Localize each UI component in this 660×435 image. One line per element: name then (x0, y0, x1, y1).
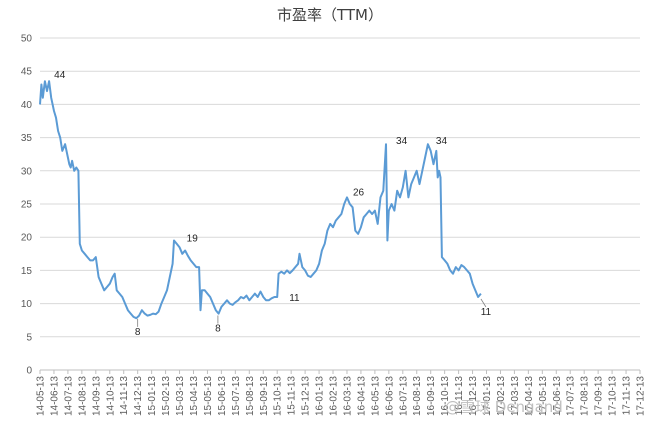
pe-series-line (39, 80, 482, 320)
x-tick-label: 17-04-13 (524, 376, 535, 416)
x-tick-label: 17-03-13 (510, 376, 521, 416)
data-label: 11 (481, 307, 492, 318)
x-tick-label: 15-07-13 (231, 376, 242, 416)
x-tick-label: 16-11-13 (454, 376, 465, 416)
x-tick-label: 16-10-13 (440, 376, 451, 416)
x-tick-label: 14-06-13 (49, 376, 60, 416)
x-tick-label: 16-05-13 (370, 376, 381, 416)
x-tick-label: 15-04-13 (189, 376, 200, 416)
x-tick-label: 16-09-13 (426, 376, 437, 416)
data-label: 19 (187, 234, 199, 245)
data-label: 11 (289, 293, 300, 304)
x-tick-label: 15-01-13 (147, 376, 158, 416)
y-tick-label: 30 (21, 166, 33, 177)
x-tick-label: 15-09-13 (259, 376, 270, 416)
x-tick-label: 17-01-13 (482, 376, 493, 416)
y-tick-label: 45 (21, 67, 33, 78)
watermark: @雪球 Dengand (445, 398, 563, 416)
x-tick-label: 14-09-13 (91, 376, 102, 416)
data-label: 44 (54, 70, 66, 81)
x-axis-ticks: 14-05-13 14-06-13 14-07-13 14-08-13 14-09-13… (36, 370, 647, 416)
x-tick-label: 17-05-13 (538, 376, 549, 416)
x-tick-label: 16-02-13 (329, 376, 340, 416)
gridlines (40, 37, 640, 371)
x-tick-label: 17-07-13 (566, 376, 577, 416)
x-tick-label: 15-05-13 (203, 376, 214, 416)
x-tick-label: 15-11-13 (287, 376, 298, 416)
y-tick-label: 25 (21, 200, 33, 211)
y-tick-label: 10 (21, 299, 33, 310)
y-tick-label: 20 (21, 233, 33, 244)
data-label: 26 (353, 187, 365, 198)
x-tick-label: 15-02-13 (161, 376, 172, 416)
x-tick-label: 14-10-13 (105, 376, 116, 416)
x-tick-label: 14-08-13 (77, 376, 88, 416)
x-tick-label: 15-03-13 (175, 376, 186, 416)
x-tick-label: 16-04-13 (356, 376, 367, 416)
x-tick-label: 15-06-13 (217, 376, 228, 416)
data-label: 8 (215, 324, 221, 335)
data-label: 34 (396, 136, 408, 147)
data-label: 8 (135, 327, 141, 338)
x-tick-label: 15-08-13 (245, 376, 256, 416)
y-tick-label: 0 (26, 366, 32, 377)
x-tick-label: 17-06-13 (552, 376, 563, 416)
chart-title: 市盈率（TTM） (277, 6, 383, 24)
y-tick-label: 15 (21, 266, 33, 277)
y-tick-label: 5 (26, 332, 32, 343)
x-tick-label: 15-10-13 (273, 376, 284, 416)
annotation-leader (480, 298, 487, 308)
data-annotations: 44 8 19 8 11 26 34 34 11 (54, 70, 491, 338)
x-tick-label: 14-11-13 (119, 376, 130, 416)
x-tick-label: 16-06-13 (384, 376, 395, 416)
y-tick-label: 50 (21, 34, 33, 45)
y-tick-label: 40 (21, 100, 33, 111)
data-label: 34 (436, 136, 448, 147)
x-tick-label: 14-07-13 (63, 376, 74, 416)
x-tick-label: 17-11-13 (622, 376, 633, 416)
x-tick-label: 15-12-13 (301, 376, 312, 416)
x-tick-label: 17-08-13 (580, 376, 591, 416)
x-tick-label: 14-12-13 (133, 376, 144, 416)
x-tick-label: 16-01-13 (315, 376, 326, 416)
x-tick-label: 17-10-13 (608, 376, 619, 416)
x-tick-label: 17-09-13 (594, 376, 605, 416)
x-tick-label: 14-05-13 (36, 376, 47, 416)
x-tick-label: 17-12-13 (636, 376, 647, 416)
x-tick-label: 16-03-13 (342, 376, 353, 416)
y-tick-label: 35 (21, 133, 33, 144)
x-tick-label: 16-12-13 (468, 376, 479, 416)
x-tick-label: 16-07-13 (398, 376, 409, 416)
x-tick-label: 17-02-13 (496, 376, 507, 416)
x-tick-label: 16-08-13 (412, 376, 423, 416)
y-axis-ticks: 0 5 10 15 20 25 30 35 40 45 50 (21, 34, 33, 377)
